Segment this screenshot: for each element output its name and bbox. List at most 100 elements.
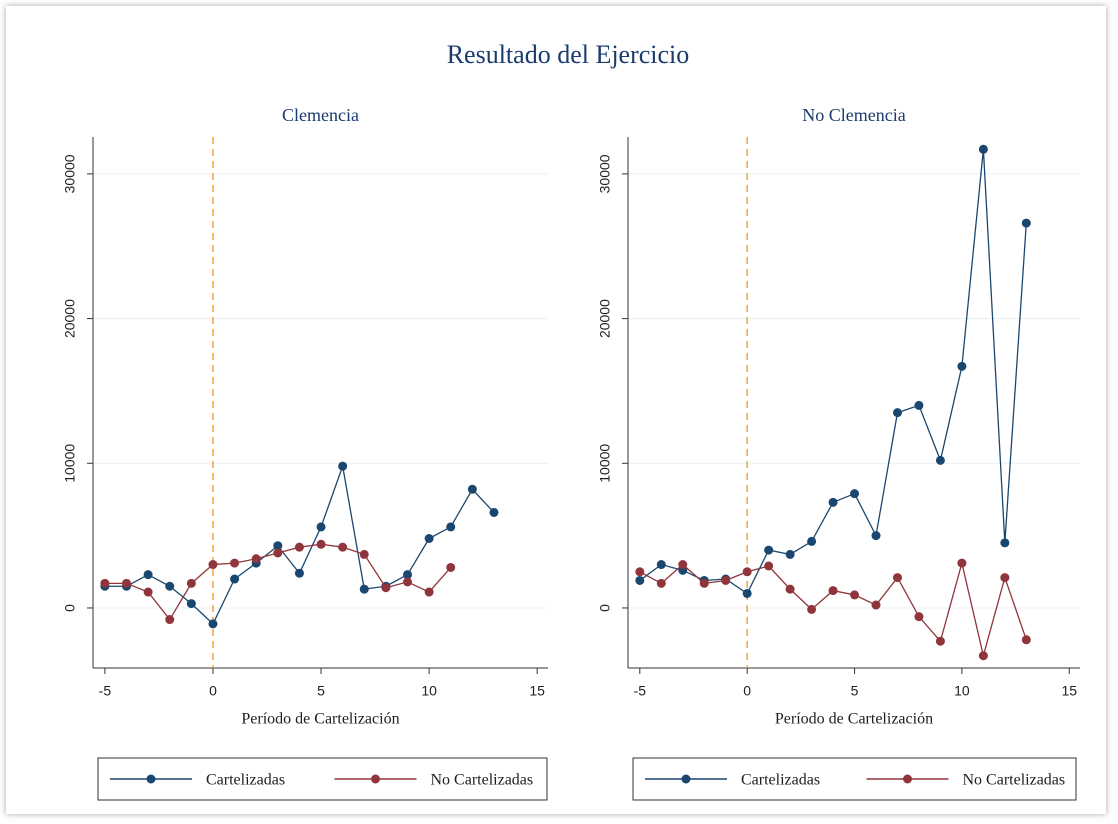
y-tick-label: 0: [62, 604, 78, 612]
legend-box: [97, 757, 548, 801]
data-point: [359, 584, 369, 594]
data-point: [957, 361, 967, 371]
data-point: [978, 651, 988, 661]
data-point: [186, 599, 196, 609]
series-line: [639, 149, 1027, 595]
data-point: [100, 578, 110, 588]
panel-title: Clemencia: [282, 105, 359, 125]
x-tick-label: 0: [743, 683, 751, 699]
data-point: [1021, 635, 1031, 645]
data-point: [446, 522, 456, 532]
data-point: [914, 400, 924, 410]
data-point: [678, 560, 688, 570]
data-point: [914, 612, 924, 622]
data-point: [186, 578, 196, 588]
data-point: [935, 455, 945, 465]
series-line: [639, 562, 1027, 656]
data-point: [850, 590, 860, 600]
card: [6, 6, 1106, 814]
data-point: [807, 604, 817, 614]
data-point: [721, 575, 731, 585]
legend-label: No Cartelizadas: [431, 772, 534, 789]
x-tick-label: 5: [317, 683, 325, 699]
data-point: [828, 497, 838, 507]
data-point: [316, 539, 326, 549]
data-point: [871, 531, 881, 541]
data-point: [871, 600, 881, 610]
y-tick-label: 20000: [62, 299, 78, 338]
data-point: [208, 619, 218, 629]
x-tick-label: 5: [851, 683, 859, 699]
x-axis-label: Período de Cartelización: [241, 711, 399, 728]
data-point: [1000, 538, 1010, 548]
y-tick-label: 10000: [597, 444, 613, 483]
data-point: [230, 574, 240, 584]
x-tick-label: 10: [421, 683, 437, 699]
data-point: [446, 562, 456, 572]
data-point: [764, 545, 774, 555]
legend-box: [632, 757, 1077, 801]
data-point: [338, 542, 348, 552]
legend-marker: [371, 774, 380, 784]
figure-title: Resultado del Ejercicio: [447, 40, 690, 69]
legend-marker: [681, 774, 691, 784]
data-point: [892, 573, 902, 583]
x-axis-label: Período de Cartelización: [775, 711, 933, 728]
data-point: [208, 560, 218, 570]
data-point: [699, 578, 709, 588]
data-point: [381, 583, 391, 593]
data-point: [165, 615, 175, 625]
data-point: [143, 587, 153, 597]
data-point: [892, 408, 902, 418]
data-point: [338, 461, 348, 471]
data-point: [165, 581, 175, 591]
data-point: [850, 489, 860, 499]
x-tick-label: -5: [99, 683, 112, 699]
data-point: [1000, 573, 1010, 583]
data-point: [273, 548, 283, 558]
data-point: [656, 560, 666, 570]
y-tick-label: 0: [597, 604, 613, 612]
legend-label: Cartelizadas: [741, 772, 820, 789]
legend-label: No Cartelizadas: [963, 772, 1066, 789]
data-point: [635, 575, 645, 585]
data-point: [467, 484, 477, 494]
data-point: [143, 570, 153, 580]
data-point: [957, 558, 967, 568]
x-tick-label: 15: [529, 683, 545, 699]
legend-marker: [146, 774, 156, 784]
data-point: [807, 536, 817, 546]
data-point: [403, 570, 413, 580]
data-point: [828, 586, 838, 596]
data-point: [359, 549, 369, 559]
data-point: [424, 587, 434, 597]
x-tick-label: 15: [1061, 683, 1077, 699]
data-point: [742, 588, 752, 598]
data-point: [489, 507, 499, 517]
y-tick-label: 10000: [62, 444, 78, 483]
data-point: [122, 578, 132, 588]
legend-marker: [903, 774, 912, 784]
legend-label: Cartelizadas: [206, 772, 285, 789]
data-point: [230, 558, 240, 568]
data-point: [273, 541, 283, 551]
data-point: [251, 554, 261, 564]
data-point: [294, 568, 304, 578]
data-point: [656, 578, 666, 588]
data-point: [978, 144, 988, 154]
data-point: [635, 567, 645, 577]
data-point: [294, 542, 304, 552]
y-tick-label: 30000: [597, 154, 613, 193]
data-point: [424, 534, 434, 544]
data-point: [1021, 218, 1031, 228]
panel-title: No Clemencia: [802, 105, 905, 125]
x-tick-label: 10: [954, 683, 970, 699]
data-point: [785, 549, 795, 559]
y-tick-label: 20000: [597, 299, 613, 338]
data-point: [316, 522, 326, 532]
data-point: [742, 567, 752, 577]
x-tick-label: -5: [634, 683, 647, 699]
data-point: [764, 561, 774, 571]
y-tick-label: 30000: [62, 154, 78, 193]
